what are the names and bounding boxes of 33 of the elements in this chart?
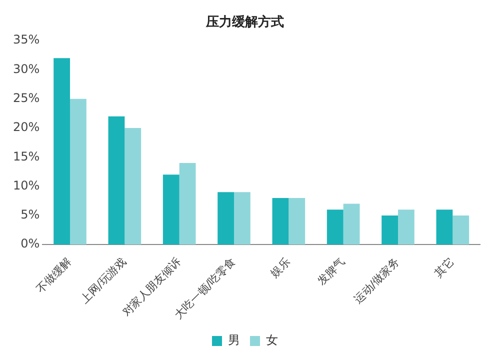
y-tick-label: 5% xyxy=(20,208,40,222)
y-tick-label: 20% xyxy=(13,120,40,134)
bar xyxy=(382,215,398,245)
y-tick-label: 10% xyxy=(13,178,40,192)
x-tick-label: 娱乐 xyxy=(268,255,293,280)
chart-title: 压力缓解方式 xyxy=(205,14,284,30)
bar xyxy=(398,210,414,245)
bar xyxy=(70,98,86,245)
bar xyxy=(452,215,470,245)
bar xyxy=(162,174,180,245)
y-tick-label: 35% xyxy=(13,32,40,47)
bar xyxy=(234,192,250,245)
bar xyxy=(436,210,453,245)
x-tick-label: 运动/做家务 xyxy=(351,255,402,306)
bar xyxy=(326,210,344,245)
bar xyxy=(218,192,234,245)
bar xyxy=(124,128,142,245)
bar xyxy=(343,204,360,245)
x-tick-label: 不做缓解 xyxy=(34,255,74,296)
bar xyxy=(179,163,196,245)
y-tick-label: 25% xyxy=(13,91,40,106)
y-tick-label: 30% xyxy=(13,62,40,76)
x-tick-label: 其它 xyxy=(432,255,457,280)
bar xyxy=(272,198,289,245)
bar xyxy=(108,116,125,245)
legend-label: 女 xyxy=(266,333,278,348)
legend-label: 男 xyxy=(228,333,240,348)
y-tick-label: 0% xyxy=(20,236,40,251)
x-tick-label: 发脾气 xyxy=(314,255,348,288)
y-tick-label: 15% xyxy=(13,149,40,164)
bar xyxy=(54,58,70,245)
x-tick-label: 上网/玩游戏 xyxy=(78,255,129,306)
bar xyxy=(288,198,306,245)
